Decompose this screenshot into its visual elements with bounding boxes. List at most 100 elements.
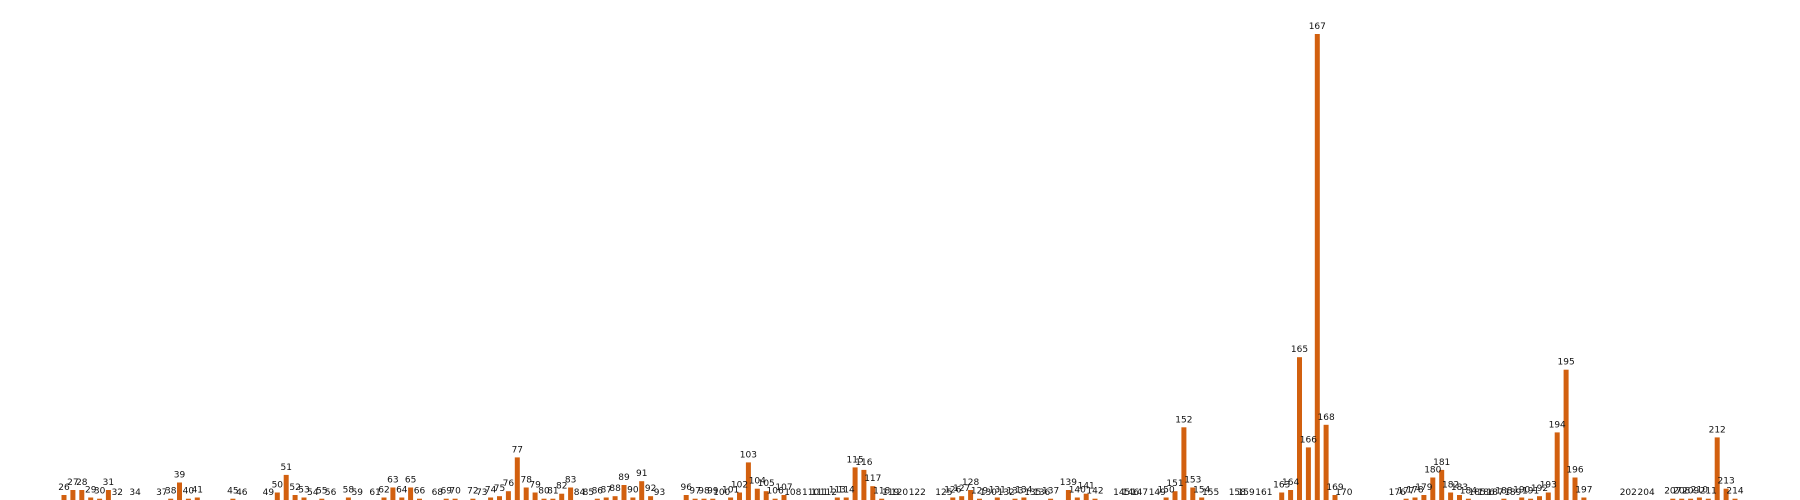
bar-label-189: 189 — [1504, 488, 1521, 498]
bar-label-209: 209 — [1682, 487, 1699, 497]
bar-45 — [230, 498, 236, 500]
bar-label-73: 73 — [476, 488, 487, 498]
bar-label-38: 38 — [165, 487, 177, 497]
bar-label-131: 131 — [989, 486, 1006, 496]
bar-label-152: 152 — [1175, 415, 1192, 425]
bar-label-119: 119 — [882, 488, 899, 498]
bar-label-154: 154 — [1193, 486, 1210, 496]
bar-label-126: 126 — [944, 486, 961, 496]
bar-label-46: 46 — [236, 488, 248, 498]
bar-115 — [852, 467, 858, 500]
bar-label-79: 79 — [529, 481, 541, 491]
bar-77 — [514, 457, 520, 500]
bar-129 — [977, 498, 982, 500]
bar-label-207: 207 — [1664, 487, 1681, 497]
bar-label-77: 77 — [512, 445, 523, 455]
bar-label-193: 193 — [1540, 481, 1557, 491]
bar-label-81: 81 — [547, 487, 558, 497]
bar-label-110: 110 — [802, 488, 819, 498]
bar-83 — [568, 487, 574, 500]
bar-label-211: 211 — [1700, 487, 1717, 497]
bar-label-135: 135 — [1024, 488, 1041, 498]
bar-40 — [185, 498, 191, 500]
bars-layer — [61, 34, 1738, 500]
bar-label-53: 53 — [298, 486, 309, 496]
bar-label-39: 39 — [174, 471, 186, 481]
bar-label-186: 186 — [1478, 488, 1495, 498]
bar-label-214: 214 — [1726, 487, 1743, 497]
bar-label-118: 118 — [873, 487, 890, 497]
bar-63 — [390, 487, 396, 500]
bar-179 — [1421, 495, 1427, 500]
bar-91 — [639, 481, 645, 500]
bar-label-120: 120 — [891, 488, 908, 498]
bar-label-26: 26 — [58, 483, 70, 493]
bar-label-139: 139 — [1060, 478, 1077, 488]
bar-label-191: 191 — [1522, 487, 1539, 497]
bar-label-197: 197 — [1575, 486, 1592, 496]
bar-label-136: 136 — [1033, 488, 1050, 498]
bar-52 — [292, 495, 298, 500]
bar-label-137: 137 — [1042, 487, 1059, 497]
bar-label-210: 210 — [1691, 486, 1708, 496]
bar-74 — [488, 497, 494, 500]
bar-label-141: 141 — [1078, 482, 1095, 492]
bar-label-64: 64 — [396, 486, 408, 496]
bar-label-74: 74 — [485, 486, 497, 496]
bar-label-204: 204 — [1638, 488, 1655, 498]
bar-182 — [1448, 492, 1454, 500]
bar-98 — [701, 498, 707, 500]
bar-label-56: 56 — [325, 488, 337, 498]
bar-139 — [1065, 490, 1071, 500]
bar-label-89: 89 — [618, 473, 630, 483]
bar-label-80: 80 — [538, 487, 550, 497]
bar-label-208: 208 — [1673, 487, 1690, 497]
bar-label-58: 58 — [343, 486, 355, 496]
bar-label-195: 195 — [1558, 358, 1575, 368]
bar-label-150: 150 — [1158, 486, 1175, 496]
bar-label-170: 170 — [1335, 488, 1352, 498]
bar-label-69: 69 — [440, 487, 452, 497]
bar-label-122: 122 — [909, 488, 926, 498]
bar-label-116: 116 — [855, 458, 872, 468]
bar-label-111: 111 — [811, 488, 828, 498]
bar-label-202: 202 — [1620, 488, 1637, 498]
bar-label-187: 187 — [1486, 488, 1503, 498]
bar-178 — [1412, 497, 1418, 500]
bar-label-75: 75 — [494, 484, 505, 494]
bar-78 — [523, 487, 529, 500]
bar-label-49: 49 — [263, 488, 275, 498]
bar-113 — [834, 497, 840, 500]
bar-label-146: 146 — [1122, 488, 1139, 498]
bar-label-113: 113 — [829, 486, 846, 496]
bar-27 — [70, 490, 76, 500]
bar-165 — [1297, 357, 1302, 500]
bar-117 — [870, 486, 876, 500]
bar-label-100: 100 — [713, 488, 730, 498]
bar-label-29: 29 — [85, 486, 97, 496]
bar-190 — [1519, 497, 1525, 500]
bar-82 — [559, 493, 565, 500]
bar-label-65: 65 — [405, 476, 416, 486]
bar-152 — [1181, 427, 1187, 500]
bar-210 — [1696, 497, 1702, 500]
bar-167 — [1314, 34, 1320, 500]
bar-label-194: 194 — [1549, 420, 1566, 430]
bar-214 — [1732, 498, 1738, 500]
bar-label-70: 70 — [449, 487, 461, 497]
bar-label-104: 104 — [749, 477, 766, 487]
bar-label-63: 63 — [387, 476, 398, 486]
bar-label-40: 40 — [183, 487, 195, 497]
bar-label-59: 59 — [352, 488, 364, 498]
bar-87 — [603, 497, 609, 500]
bar-label-86: 86 — [592, 487, 604, 497]
bar-label-158: 158 — [1229, 488, 1246, 498]
bar-193 — [1545, 492, 1551, 500]
bar-183 — [1457, 495, 1462, 500]
bar-207 — [1670, 498, 1676, 500]
bar-label-142: 142 — [1086, 487, 1103, 497]
bar-103 — [745, 462, 751, 500]
bar-195 — [1563, 369, 1569, 500]
